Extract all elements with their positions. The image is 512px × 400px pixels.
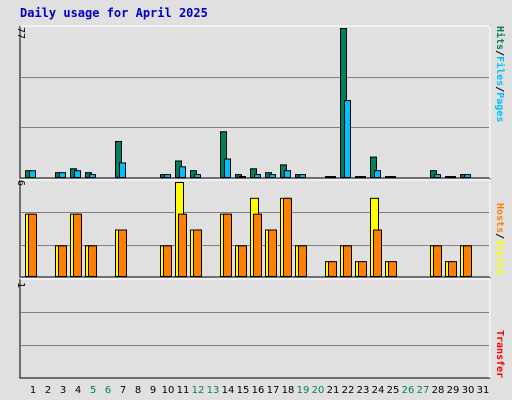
hosts-bar-day-28 (433, 245, 442, 277)
legend-sep: / (494, 233, 505, 239)
x-tick-label: 31 (477, 385, 490, 396)
hosts-bar-day-3 (58, 245, 67, 277)
hosts-bar-day-25 (388, 261, 397, 277)
files-bar-day-22 (344, 100, 351, 178)
hosts-bar-day-24 (373, 229, 382, 277)
hosts-bar-day-18 (283, 197, 292, 277)
x-tick-label: 9 (150, 385, 156, 396)
x-tick-label: 30 (462, 385, 475, 396)
files-bar-day-18 (284, 170, 291, 179)
x-tick-label: 15 (237, 385, 250, 396)
panel-visits-hosts (19, 179, 491, 278)
x-tick-label: 10 (162, 385, 175, 396)
hosts-bar-day-23 (358, 261, 367, 277)
x-tick-label: 4 (75, 385, 81, 396)
legend-files: Files (494, 56, 506, 86)
bot-side-label: Transfer (494, 330, 505, 378)
hosts-bar-day-4 (73, 213, 82, 278)
x-tick-label: 7 (120, 385, 126, 396)
x-tick-label: 23 (357, 385, 370, 396)
hosts-bar-day-29 (448, 261, 457, 277)
files-bar-day-30 (464, 174, 471, 179)
x-tick-label: 27 (417, 385, 430, 396)
hosts-bar-day-5 (88, 245, 97, 277)
files-bar-day-16 (254, 174, 261, 179)
legend-transfer: Transfer (494, 330, 505, 378)
hosts-bar-day-7 (118, 229, 127, 277)
x-tick-label: 3 (60, 385, 66, 396)
x-tick-label: 5 (90, 385, 96, 396)
x-tick-label: 21 (327, 385, 340, 396)
hosts-bar-day-16 (253, 213, 262, 278)
hosts-bar-day-22 (343, 245, 352, 277)
mid-side-label: Hosts/Visits (494, 203, 506, 275)
x-tick-label: 26 (402, 385, 415, 396)
hosts-bar-day-30 (463, 245, 472, 277)
top-side-label: Hits/Files/Pages (494, 26, 506, 122)
x-tick-label: 22 (342, 385, 355, 396)
chart-title: Daily usage for April 2025 (20, 6, 208, 20)
x-tick-label: 29 (447, 385, 460, 396)
legend-sep: / (494, 50, 505, 56)
hosts-bar-day-10 (163, 245, 172, 277)
hosts-bar-day-14 (223, 213, 232, 278)
legend-hosts: Hosts (494, 203, 505, 233)
legend-hits: Hits (494, 26, 506, 50)
hosts-bar-day-15 (238, 245, 247, 277)
files-bar-day-23 (359, 176, 366, 178)
x-tick-label: 24 (372, 385, 385, 396)
bot-ymax-label: 1 (15, 282, 26, 288)
mid-ymax-label: 6 (15, 180, 26, 186)
hosts-bar-day-12 (193, 229, 202, 277)
legend-pages: Pages (494, 92, 505, 122)
x-tick-label: 13 (207, 385, 220, 396)
x-tick-label: 8 (135, 385, 141, 396)
hosts-bar-day-21 (328, 261, 337, 277)
x-tick-label: 18 (282, 385, 295, 396)
x-tick-label: 16 (252, 385, 265, 396)
files-bar-day-14 (224, 158, 231, 179)
files-bar-day-29 (449, 176, 456, 178)
files-bar-day-3 (59, 172, 66, 178)
x-tick-label: 17 (267, 385, 280, 396)
panel-transfer (19, 278, 491, 379)
files-bar-day-4 (74, 170, 81, 179)
files-bar-day-5 (89, 174, 96, 179)
x-tick-label: 1 (30, 385, 36, 396)
files-bar-day-11 (179, 166, 186, 179)
x-axis-day-labels: 1 2 3 4 5 6 7 8 9 10 11 12 13 14 15 16 17 18 19 20 21 22 23 24 2… (30, 385, 490, 396)
files-bar-day-24 (374, 170, 381, 179)
files-bar-day-12 (194, 174, 201, 179)
x-tick-label: 6 (105, 385, 111, 396)
files-bar-day-1 (29, 170, 36, 179)
x-tick-label: 12 (192, 385, 205, 396)
x-tick-label: 2 (45, 385, 51, 396)
files-bar-day-10 (164, 174, 171, 179)
top-ymax-label: 77 (15, 27, 26, 39)
x-tick-label: 25 (387, 385, 400, 396)
hosts-bar-day-1 (28, 213, 37, 278)
panel-hits-files-pages (19, 25, 491, 179)
x-tick-label: 20 (312, 385, 325, 396)
legend-visits: Visits (494, 239, 506, 275)
hosts-bar-day-11 (178, 213, 187, 278)
files-bar-day-7 (119, 162, 126, 179)
files-bar-day-25 (389, 176, 396, 178)
files-bar-day-15 (239, 176, 246, 178)
x-tick-label: 11 (177, 385, 190, 396)
legend-sep: / (494, 86, 505, 92)
hosts-bar-day-19 (298, 245, 307, 277)
files-bar-day-17 (269, 174, 276, 179)
x-tick-label: 19 (297, 385, 310, 396)
hosts-bar-day-17 (268, 229, 277, 277)
files-bar-day-19 (299, 174, 306, 179)
files-bar-day-21 (329, 176, 336, 178)
x-tick-label: 28 (432, 385, 445, 396)
x-tick-label: 14 (222, 385, 235, 396)
files-bar-day-28 (434, 174, 441, 179)
